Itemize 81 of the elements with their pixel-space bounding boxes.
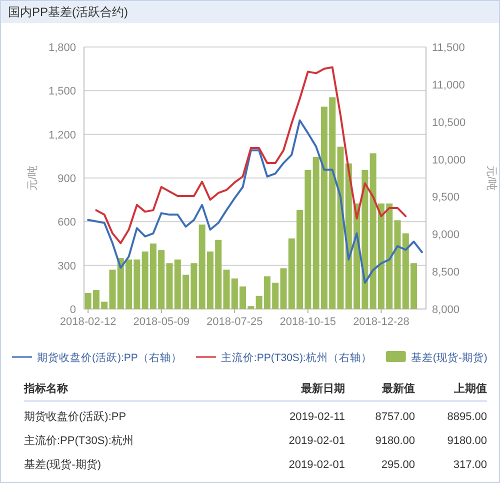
text: 最新日期	[300, 382, 345, 395]
bar	[174, 260, 181, 309]
text: 主流价:PP(T30S):杭州	[24, 434, 134, 447]
text: 9180.00	[375, 435, 415, 447]
bar	[296, 210, 304, 309]
y2-tick-label: 11,500	[432, 42, 465, 54]
y-axis-title: 元/吨	[26, 165, 39, 191]
bar	[223, 270, 230, 309]
y2-tick-label: 10,000	[432, 154, 466, 166]
legend-label: 主流价:PP(T30S):杭州（右轴）	[220, 351, 372, 364]
x-tick-label: 2018-10-15	[280, 316, 336, 328]
text: 期货收盘价(活跃):PP	[24, 411, 126, 423]
y-tick-label: 900	[58, 173, 76, 185]
y-tick-label: 600	[58, 216, 76, 229]
bar	[190, 263, 198, 309]
bar	[166, 263, 173, 309]
bar	[402, 233, 409, 309]
bar	[288, 238, 295, 309]
y2-tick-label: 8,500	[432, 266, 460, 279]
x-tick-label: 2018-12-28	[353, 316, 410, 328]
bar	[126, 260, 132, 309]
text: 2019-02-01	[288, 435, 345, 447]
bar	[410, 263, 418, 309]
bar	[312, 156, 320, 309]
bar	[280, 268, 287, 309]
y-tick-label: 1,200	[48, 129, 76, 142]
y-tick-label: 300	[58, 260, 76, 272]
bar	[158, 250, 165, 309]
bar	[109, 270, 116, 309]
bar	[231, 278, 238, 309]
bar	[198, 224, 206, 309]
legend-label: 期货收盘价(活跃):PP（右轴）	[37, 351, 182, 364]
text: 8757.00	[375, 411, 415, 423]
text: 上期值	[453, 382, 487, 395]
bar	[142, 252, 148, 309]
bar	[256, 296, 262, 309]
y-tick-label: 1,500	[48, 86, 76, 98]
bar	[337, 146, 344, 309]
text: 最新值	[381, 382, 415, 395]
x-tick-label: 2018-07-25	[206, 316, 263, 328]
bar	[362, 170, 368, 309]
y-tick-label: 0	[70, 304, 76, 316]
bar	[206, 252, 214, 309]
text: 基差(现货-期货)	[24, 458, 101, 471]
bar	[150, 244, 156, 309]
bar	[84, 292, 92, 309]
chart-title: 国内PP基差(活跃合约)	[8, 5, 128, 19]
legend-label: 基差(现货-期货)	[410, 351, 488, 364]
bar	[386, 203, 393, 309]
bar	[134, 260, 140, 309]
bar	[248, 306, 254, 309]
bar	[92, 290, 100, 309]
text: 指标名称	[23, 382, 69, 395]
bar	[378, 203, 384, 309]
bar	[101, 302, 108, 309]
y2-tick-label: 8,000	[432, 304, 460, 316]
bar	[304, 170, 312, 309]
bar	[320, 106, 328, 309]
y2-tick-label: 11,000	[432, 79, 465, 92]
y2-tick-label: 10,500	[432, 116, 466, 129]
bar	[240, 286, 246, 309]
text: 295.00	[381, 459, 415, 471]
text: 2019-02-01	[288, 459, 345, 471]
text: 2019-02-11	[290, 411, 345, 423]
bar	[264, 276, 270, 309]
bar	[329, 97, 336, 309]
y2-axis-title: 元/吨	[485, 165, 498, 191]
y2-tick-label: 9,000	[432, 229, 460, 242]
x-tick-label: 2018-05-09	[133, 316, 190, 328]
text: 317.00	[453, 459, 487, 471]
x-tick-label: 2018-02-12	[60, 316, 116, 328]
bar	[370, 153, 376, 309]
bar	[394, 220, 401, 309]
bar	[272, 282, 279, 309]
y2-tick-label: 9,500	[432, 192, 460, 204]
y-tick-label: 1,800	[48, 42, 76, 54]
text: 8895.00	[447, 411, 487, 423]
bar	[182, 274, 190, 309]
bar	[117, 258, 124, 309]
text: 9180.00	[447, 435, 487, 447]
bar	[215, 240, 222, 309]
